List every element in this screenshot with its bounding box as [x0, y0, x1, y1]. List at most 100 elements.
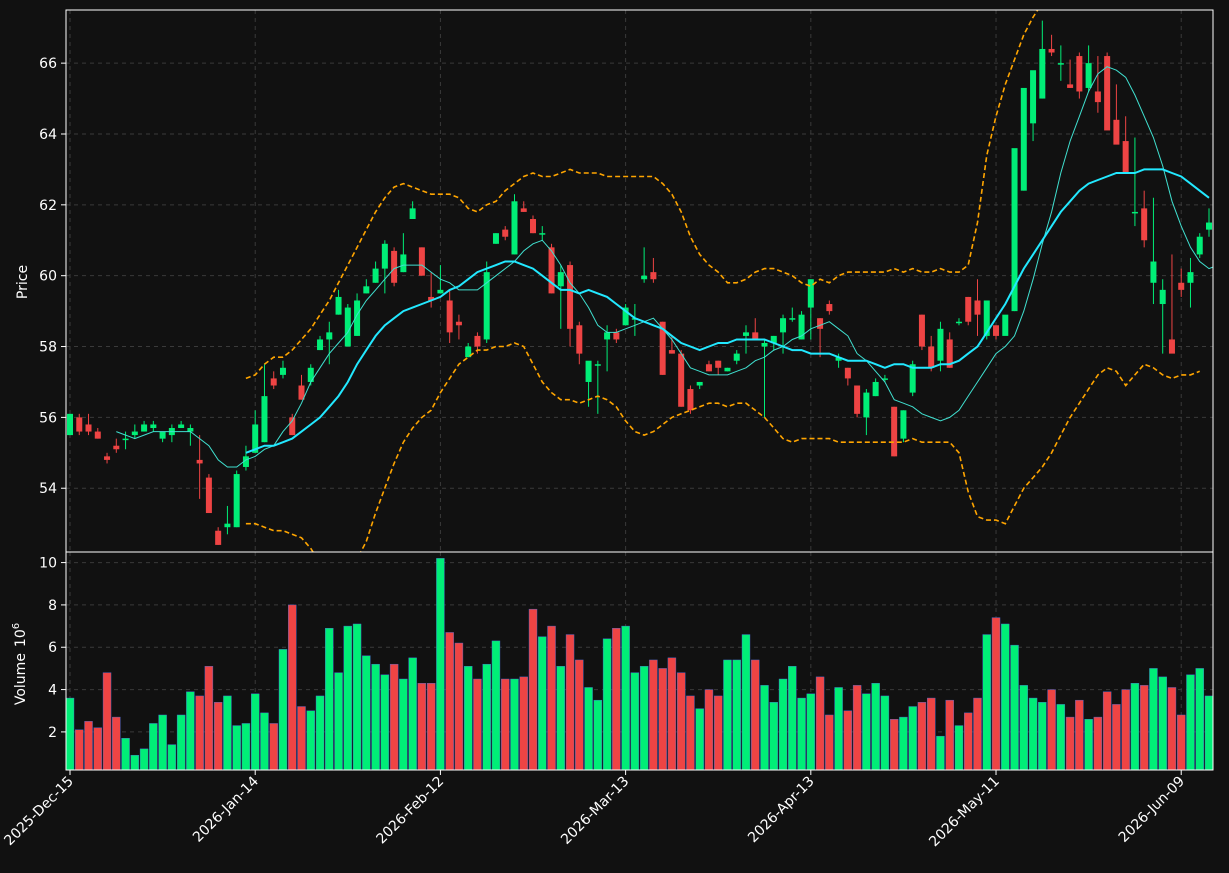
candle-up: [1030, 70, 1037, 142]
candle-body: [242, 456, 249, 467]
volume-bar-up: [871, 683, 880, 770]
candle-body: [946, 339, 953, 368]
volume-bar-down: [75, 729, 84, 770]
candle-down: [567, 261, 574, 347]
candle-up: [604, 325, 611, 372]
candle-down: [715, 360, 722, 375]
volume-bar-up: [251, 693, 260, 770]
candle-up: [511, 194, 518, 255]
volume-bar-down: [288, 604, 297, 770]
candle-down: [205, 474, 212, 514]
candle-body: [141, 424, 148, 432]
candle-body: [881, 378, 888, 380]
candle-body: [317, 339, 324, 351]
candle-body: [270, 378, 277, 386]
volume-bar-up: [732, 659, 741, 770]
candle-body: [1104, 56, 1111, 131]
volume-bar-up: [1149, 668, 1158, 770]
volume-bar-down: [473, 678, 482, 770]
candle-down: [705, 360, 712, 372]
candle-up: [122, 431, 129, 450]
candle-down: [502, 226, 509, 241]
candle-down: [576, 321, 583, 365]
candle-body: [335, 296, 342, 315]
volume-bar-down: [195, 695, 204, 770]
candle-up: [585, 360, 592, 407]
volume-bar-down: [676, 672, 686, 770]
candle-up: [483, 261, 490, 343]
candle-down: [85, 413, 92, 436]
price-ytick-label: 60: [39, 269, 57, 285]
volume-bar-up: [463, 666, 473, 770]
candle-down: [428, 272, 435, 308]
candle-body: [446, 300, 453, 333]
candle-body: [641, 275, 648, 280]
volume-ytick-label: 2: [48, 725, 57, 741]
volume-bar-down: [1102, 691, 1112, 770]
price-ytick-label: 66: [39, 56, 57, 72]
candle-up: [798, 311, 805, 340]
candle-down: [817, 318, 824, 358]
volume-axis-label: Volume 106: [11, 623, 29, 705]
candle-body: [85, 424, 92, 432]
candle-body: [937, 328, 944, 361]
volume-bar-down: [528, 608, 538, 770]
candle-body: [835, 357, 842, 361]
candle-up: [317, 335, 324, 351]
candle-up: [1187, 257, 1194, 308]
volume-bar-down: [297, 706, 306, 770]
candle-body: [418, 247, 425, 276]
candle-body: [733, 353, 740, 361]
candle-up: [724, 367, 731, 372]
candle-body: [715, 360, 722, 368]
price-panel: 54 56 58 60 62 64 66: [39, 9, 1214, 553]
volume-bar-up: [315, 695, 325, 770]
candle-body: [187, 428, 194, 432]
volume-bar-down: [658, 668, 667, 770]
candle-body: [381, 243, 388, 269]
candle-body: [465, 346, 472, 358]
candle-up: [881, 374, 888, 382]
candle-down: [1141, 190, 1148, 248]
candle-down: [650, 257, 657, 283]
volume-bar-up: [436, 558, 445, 770]
volume-bar-down: [547, 625, 556, 770]
volume-bar-up: [121, 738, 130, 770]
volume-axis-label-base: 10: [13, 629, 29, 647]
volume-bar-up: [491, 640, 501, 770]
candle-up: [909, 360, 916, 397]
volume-bar-up: [982, 634, 991, 770]
volume-bar-down: [204, 666, 214, 770]
candle-body: [585, 360, 592, 382]
candle-body: [780, 318, 787, 333]
candle-body: [1168, 339, 1175, 354]
candle-down: [104, 452, 111, 464]
volume-bar-down: [945, 699, 954, 770]
candle-body: [789, 318, 796, 320]
candle-body: [798, 314, 805, 340]
candle-body: [1206, 222, 1212, 230]
candle-down: [455, 314, 462, 340]
volume-bar-down: [1112, 704, 1121, 770]
candle-body: [1178, 282, 1185, 290]
candle-body: [1020, 87, 1027, 191]
volume-bar-up: [139, 748, 149, 770]
candle-body: [1159, 289, 1166, 305]
volume-panel: 2 4 6 8 10: [39, 551, 1214, 771]
candle-body: [557, 272, 564, 287]
volume-axis-label-exponent: 6: [11, 623, 22, 629]
volume-bar-up: [260, 712, 269, 770]
candle-down: [1048, 34, 1055, 57]
candle-body: [705, 364, 712, 372]
volume-ytick-label: 8: [48, 598, 57, 614]
candle-body: [613, 332, 620, 340]
candle-body: [233, 474, 240, 528]
volume-bar-up: [241, 723, 251, 770]
price-ytick-label: 58: [39, 340, 57, 356]
candle-body: [567, 265, 574, 329]
candle-body: [965, 296, 972, 322]
candle-body: [131, 431, 138, 436]
candle-body: [76, 417, 83, 432]
volume-bar-down: [269, 723, 278, 770]
